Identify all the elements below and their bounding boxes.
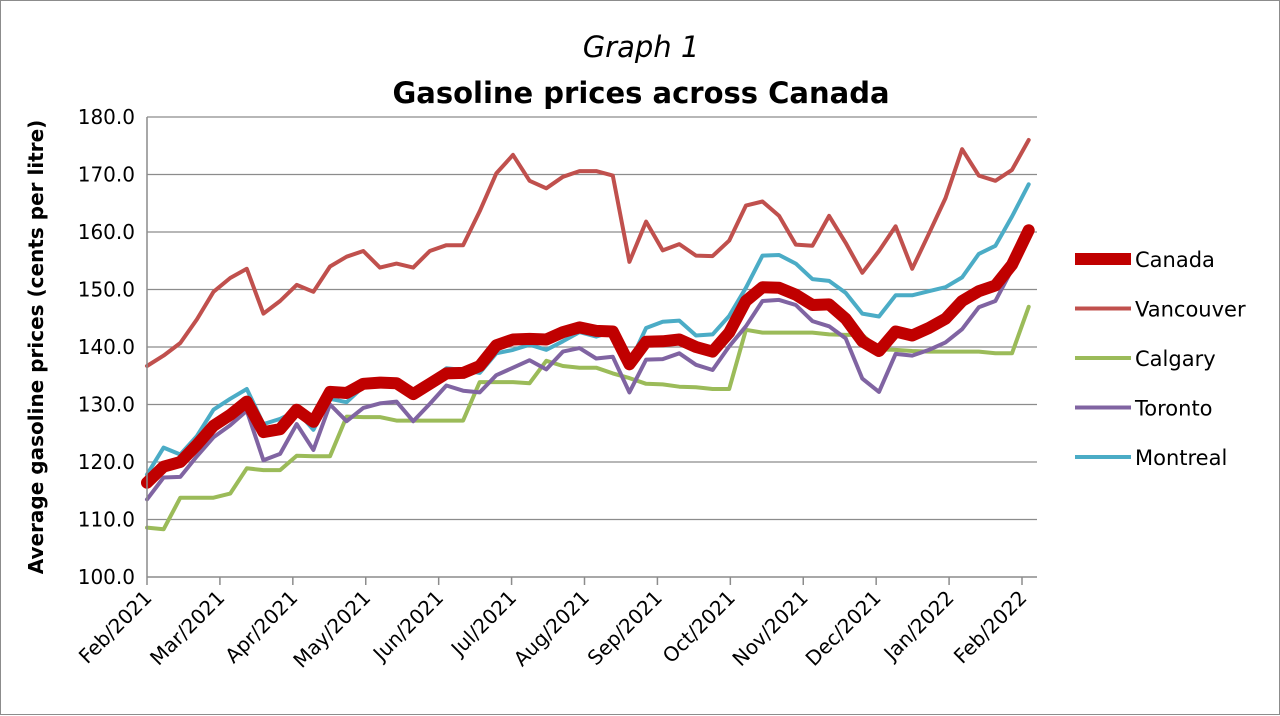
series-line-toronto <box>145 234 1031 502</box>
x-tick-label: Feb/2021 <box>74 586 157 669</box>
x-tick-label: Jun/2021 <box>367 586 448 667</box>
x-tick-label: May/2021 <box>288 586 375 673</box>
legend-label-vancouver: Vancouver <box>1135 298 1246 322</box>
y-tick-label: 130.0 <box>78 393 135 417</box>
legend-label-toronto: Toronto <box>1134 397 1213 421</box>
y-tick-label: 140.0 <box>78 335 135 359</box>
chart-title: Gasoline prices across Canada <box>392 76 889 110</box>
x-tick-label: Jul/2021 <box>445 586 521 662</box>
y-tick-label: 160.0 <box>78 220 135 244</box>
x-tick-label: Jan/2022 <box>878 586 959 667</box>
x-tick-label: Nov/2021 <box>727 586 812 671</box>
axes <box>146 117 1037 578</box>
legend-label-montreal: Montreal <box>1135 446 1227 470</box>
gridlines <box>147 116 1037 521</box>
y-axis-ticks: 100.0 110.0 120.0 130.0 140.0 150.0 160.0 170.0… <box>78 105 135 589</box>
x-tick-label: Feb/2022 <box>949 586 1032 669</box>
series-lines <box>141 138 1035 532</box>
series-line-vancouver <box>145 138 1031 368</box>
x-tick-label: Sep/2021 <box>583 586 667 670</box>
y-tick-label: 170.0 <box>78 163 135 187</box>
x-tick-label: Dec/2021 <box>801 586 886 671</box>
y-tick-label: 120.0 <box>78 450 135 474</box>
x-tick-label: Oct/2021 <box>658 586 740 668</box>
chart-subtitle: Graph 1 <box>583 30 700 64</box>
x-tick-label: Mar/2021 <box>145 586 229 670</box>
series-line-canada <box>141 224 1035 489</box>
x-tick-label: Aug/2021 <box>509 586 594 671</box>
legend: Canada Vancouver Calgary Toronto Montreal <box>1075 248 1246 470</box>
y-tick-label: 110.0 <box>78 508 135 532</box>
legend-label-canada: Canada <box>1135 248 1215 272</box>
y-tick-label: 180.0 <box>78 105 135 129</box>
legend-label-calgary: Calgary <box>1135 347 1216 371</box>
y-tick-label: 100.0 <box>78 565 135 589</box>
y-axis-label: Average gasoline prices (cents per litre… <box>24 120 48 575</box>
y-tick-label: 150.0 <box>78 278 135 302</box>
x-axis-ticks: Feb/2021Mar/2021Apr/2021May/2021Jun/2021… <box>74 577 1032 673</box>
